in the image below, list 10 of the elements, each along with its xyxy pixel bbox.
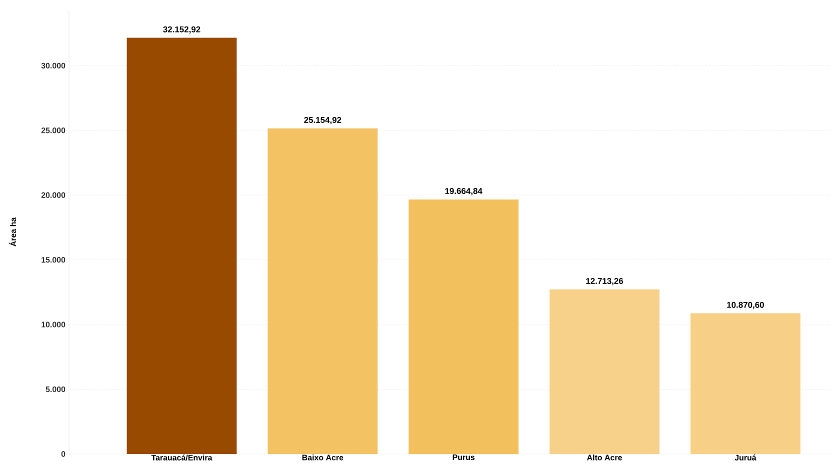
data-label: 10.870,60 (727, 302, 764, 310)
data-label: 25.154,92 (304, 116, 342, 124)
data-label: 12.713,26 (586, 278, 624, 286)
bar (550, 289, 660, 454)
bar (408, 199, 519, 454)
bar (268, 128, 378, 454)
data-label: 32.152,92 (163, 26, 200, 34)
bar (126, 38, 237, 454)
bar (690, 313, 800, 454)
data-label: 19.664,84 (445, 188, 482, 196)
